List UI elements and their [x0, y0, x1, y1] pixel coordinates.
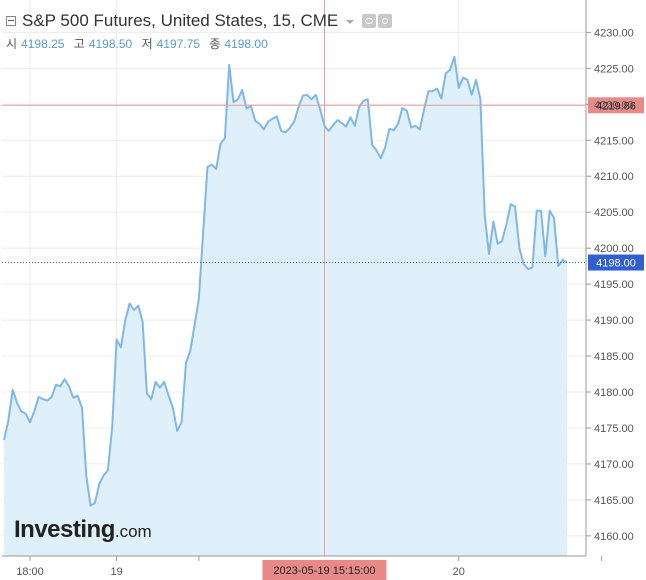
price-line	[3, 55, 568, 507]
last-price-line-group: 4198.00	[2, 254, 644, 271]
y-tick-label: 4165.00	[594, 495, 634, 507]
y-tick-label: 4185.00	[594, 351, 634, 363]
axis-labels: 4160.00 4165.00 4170.00 4175.00 4180.00 4185.…	[16, 27, 634, 578]
close-label: 종	[209, 37, 221, 51]
low-value: 4197.75	[156, 37, 200, 51]
y-tick-label: 4225.00	[594, 63, 634, 75]
last-price-label: 4198.00	[596, 258, 636, 270]
gear-icon[interactable]	[378, 14, 393, 28]
logo-wordmark: Investing	[14, 516, 115, 543]
crosshair-price-tag	[588, 97, 644, 114]
eye-icon[interactable]	[362, 14, 377, 28]
y-tick-label: 4195.00	[594, 279, 634, 291]
dropdown-caret-icon[interactable]	[346, 20, 355, 24]
open-value: 4198.25	[21, 37, 65, 51]
x-tick-label: 19	[110, 566, 122, 578]
chart-header: S&P 500 Futures, United States, 15, CME	[6, 8, 393, 34]
ohlc-readout: 시 4198.25 고 4198.50 저 4197.75 종 4198.00	[6, 35, 274, 52]
crosshair-price-label: 4219.86	[596, 100, 636, 112]
investing-logo: Investing.com	[14, 516, 152, 544]
close-value: 4198.00	[224, 37, 268, 51]
x-tick-label: 20	[453, 566, 465, 578]
y-tick-label: 4215.00	[594, 135, 634, 147]
crosshair-horizontal: 4219.86 2023-05-19 15:15:00	[2, 97, 644, 580]
logo-domain: .com	[114, 522, 152, 541]
crosshair-time-tag	[262, 560, 387, 580]
y-tick-label: 4175.00	[594, 423, 634, 435]
y-tick-label: 4160.00	[594, 531, 634, 543]
last-price-tag	[588, 254, 644, 271]
collapse-icon[interactable]	[6, 16, 16, 26]
open-label: 시	[6, 37, 18, 51]
high-label: 고	[73, 37, 85, 51]
y-tick-label: 4180.00	[594, 387, 634, 399]
crosshair-time-label: 2023-05-19 15:15:00	[273, 565, 375, 577]
y-tick-label: 4205.00	[594, 207, 634, 219]
axes	[2, 0, 603, 561]
y-tick-label: 4170.00	[594, 459, 634, 471]
y-tick-label: 4230.00	[594, 27, 634, 39]
y-tick-label: 4220.00	[594, 99, 634, 111]
y-tick-label: 4190.00	[594, 315, 634, 327]
high-value: 4198.50	[88, 37, 133, 51]
price-area-fill	[4, 56, 567, 557]
x-tick-label: 18:00	[16, 566, 44, 578]
chart-title: S&P 500 Futures, United States, 15, CME	[22, 11, 339, 30]
y-tick-label: 4200.00	[594, 243, 634, 255]
y-tick-label: 4210.00	[594, 171, 634, 183]
low-label: 저	[141, 37, 153, 51]
